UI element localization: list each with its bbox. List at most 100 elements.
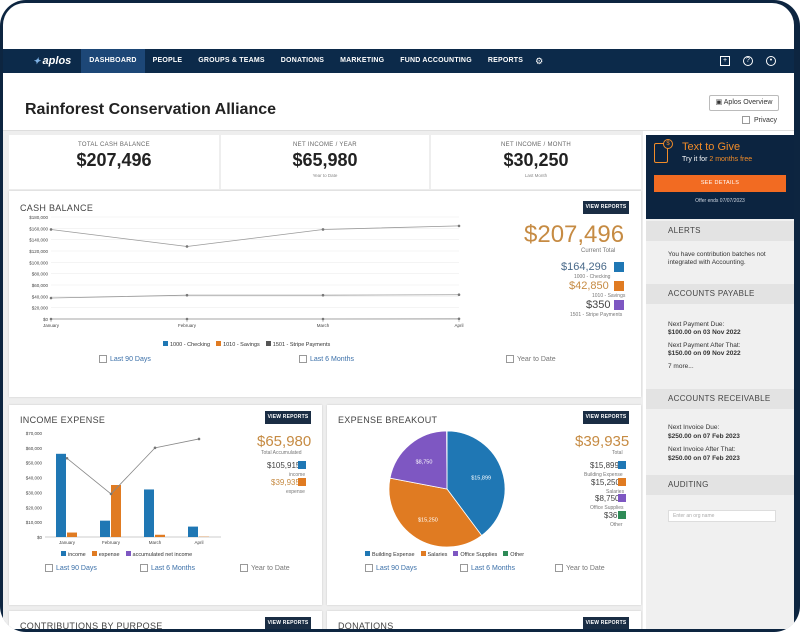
nav-item-groups-teams[interactable]: GROUPS & TEAMS — [198, 57, 265, 64]
payable-more-link[interactable]: 7 more... — [668, 363, 694, 370]
nav-item-donations[interactable]: DONATIONS — [280, 57, 325, 64]
x-tick-label: April — [454, 323, 463, 328]
stat-net-income-month: NET INCOME / MONTH $30,250 Last Month — [431, 135, 641, 189]
stat-total-cash: TOTAL CASH BALANCE $207,496 — [9, 135, 219, 189]
receivable-next-label: Next Invoice Due: — [668, 424, 720, 431]
eb-legend: Building Expense Salaries Office Supplie… — [365, 551, 524, 558]
ie-filter-ytd[interactable]: Year to Date — [240, 564, 290, 572]
receivable-next-value: $250.00 on 07 Feb 2023 — [668, 433, 740, 440]
card-title: CONTRIBUTIONS BY PURPOSE — [20, 621, 163, 629]
receivable-after-value: $250.00 on 07 Feb 2023 — [668, 455, 740, 462]
checkbox-checked[interactable] — [506, 355, 514, 363]
stat-label: TOTAL CASH BALANCE — [78, 142, 150, 148]
checkbox-checked[interactable] — [555, 564, 563, 572]
y-tick-label: $70,000 — [26, 431, 43, 436]
salaries-value: $15,250 — [591, 478, 620, 487]
data-point — [49, 317, 53, 321]
aplos-overview-button[interactable]: ▣ Aplos Overview — [709, 95, 779, 111]
stat-sub: Year to Date — [312, 173, 338, 178]
right-sidebar: $ Text to Give Try it for 2 months free … — [646, 135, 794, 629]
dashboard-main: Rainforest Conservation Alliance ▣ Aplos… — [3, 73, 794, 629]
cash-filter-6-months[interactable]: Last 6 Months — [299, 355, 354, 363]
settings-gear-icon[interactable]: ⚙ — [535, 55, 544, 66]
expense-label: expense — [286, 489, 305, 495]
ie-filter-6-months[interactable]: Last 6 Months — [140, 564, 195, 572]
ie-filter-90-days[interactable]: Last 90 Days — [45, 564, 97, 572]
data-point — [457, 224, 461, 228]
alerts-header: ALERTS — [646, 221, 794, 241]
nav-items: DASHBOARD PEOPLE GROUPS & TEAMS DONATIONS MA… — [81, 49, 531, 73]
savings-value: $42,850 — [569, 280, 609, 292]
contributions-view-reports-button[interactable]: VIEW REPORTS — [265, 617, 311, 629]
income-label: income — [289, 472, 306, 478]
y-tick-label: $40,000 — [26, 476, 43, 481]
ie-legend: income expense accumulated net income — [61, 551, 192, 558]
y-tick-label: $40,000 — [32, 294, 49, 299]
alerts-text[interactable]: You have contribution batches not integr… — [668, 251, 766, 266]
y-tick-label: $180,000 — [29, 215, 48, 220]
checkbox-checked[interactable] — [240, 564, 248, 572]
y-tick-label: $20,000 — [26, 505, 43, 510]
data-point — [321, 228, 325, 231]
donations-view-reports-button[interactable]: VIEW REPORTS — [583, 617, 629, 629]
office-swatch — [618, 494, 626, 502]
expense-swatch — [298, 478, 306, 486]
income-view-reports-button[interactable]: VIEW REPORTS — [265, 411, 311, 424]
cash-filter-ytd[interactable]: Year to Date — [506, 355, 556, 363]
y-tick-label: $30,000 — [26, 490, 43, 495]
nav-item-reports[interactable]: REPORTS — [487, 57, 524, 64]
pie-slice-building-expense — [446, 430, 506, 537]
payable-after-label: Next Payment After That: — [668, 342, 741, 349]
net-income-line — [66, 438, 200, 495]
expense-view-reports-button[interactable]: VIEW REPORTS — [583, 411, 629, 424]
series-line-1 — [50, 294, 460, 299]
checkbox[interactable] — [45, 564, 53, 572]
stat-value: $30,250 — [503, 150, 569, 170]
data-point — [49, 296, 53, 300]
checkbox[interactable] — [140, 564, 148, 572]
eb-filter-ytd[interactable]: Year to Date — [555, 564, 605, 572]
nav-item-marketing[interactable]: MARKETING — [340, 57, 385, 64]
auditing-org-input[interactable]: Enter an org name — [668, 510, 776, 522]
payable-after-value: $150.00 on 09 Nov 2022 — [668, 350, 741, 357]
x-tick-label: March — [317, 323, 330, 328]
plus-square-icon[interactable]: + — [720, 56, 730, 66]
nav-item-dashboard[interactable]: DASHBOARD — [81, 49, 145, 73]
x-tick-label: April — [194, 540, 203, 545]
see-details-button[interactable]: SEE DETAILS — [654, 175, 786, 192]
privacy-toggle[interactable]: Privacy — [742, 116, 777, 124]
checkbox[interactable] — [99, 355, 107, 363]
bar-income — [188, 526, 198, 537]
eb-filter-90-days[interactable]: Last 90 Days — [365, 564, 417, 572]
checkbox[interactable] — [299, 355, 307, 363]
legend-checking: 1000 - Checking — [163, 341, 210, 348]
stat-sub: Last Month — [524, 173, 548, 178]
checkbox[interactable] — [365, 564, 373, 572]
checking-swatch — [614, 262, 624, 272]
checkbox[interactable] — [460, 564, 468, 572]
office-label: Office Supplies — [590, 505, 624, 511]
nav-item-people[interactable]: PEOPLE — [152, 57, 183, 64]
data-point — [457, 317, 461, 321]
org-header: Rainforest Conservation Alliance ▣ Aplos… — [3, 73, 794, 131]
office-value: $8,750 — [595, 494, 620, 503]
auditing-header: AUDITING — [646, 475, 794, 495]
payable-next-label: Next Payment Due: — [668, 321, 725, 328]
building-label: Building Expense — [584, 472, 623, 478]
user-icon[interactable]: • — [766, 56, 776, 66]
cash-filter-90-days[interactable]: Last 90 Days — [99, 355, 151, 363]
cash-balance-chart: $0 $20,000 $40,000 $60,000 $80,000 $100,000 $1… — [29, 215, 463, 328]
privacy-checkbox[interactable] — [742, 116, 750, 124]
nav-item-fund-accounting[interactable]: FUND ACCOUNTING — [400, 57, 472, 64]
payable-next-value: $100.00 on 03 Nov 2022 — [668, 329, 741, 336]
data-point — [321, 317, 325, 321]
cash-view-reports-button[interactable]: VIEW REPORTS — [583, 201, 629, 214]
help-icon[interactable]: ? — [743, 56, 753, 66]
aplos-logo[interactable]: ✦ aplos — [33, 55, 71, 67]
bar-income — [100, 520, 110, 537]
savings-swatch — [614, 281, 624, 291]
eb-filter-6-months[interactable]: Last 6 Months — [460, 564, 515, 572]
x-tick-label: March — [149, 540, 162, 545]
card-title: INCOME EXPENSE — [20, 415, 106, 425]
expense-pie-chart: $15,899 $15,250 $8,750 — [388, 430, 506, 548]
